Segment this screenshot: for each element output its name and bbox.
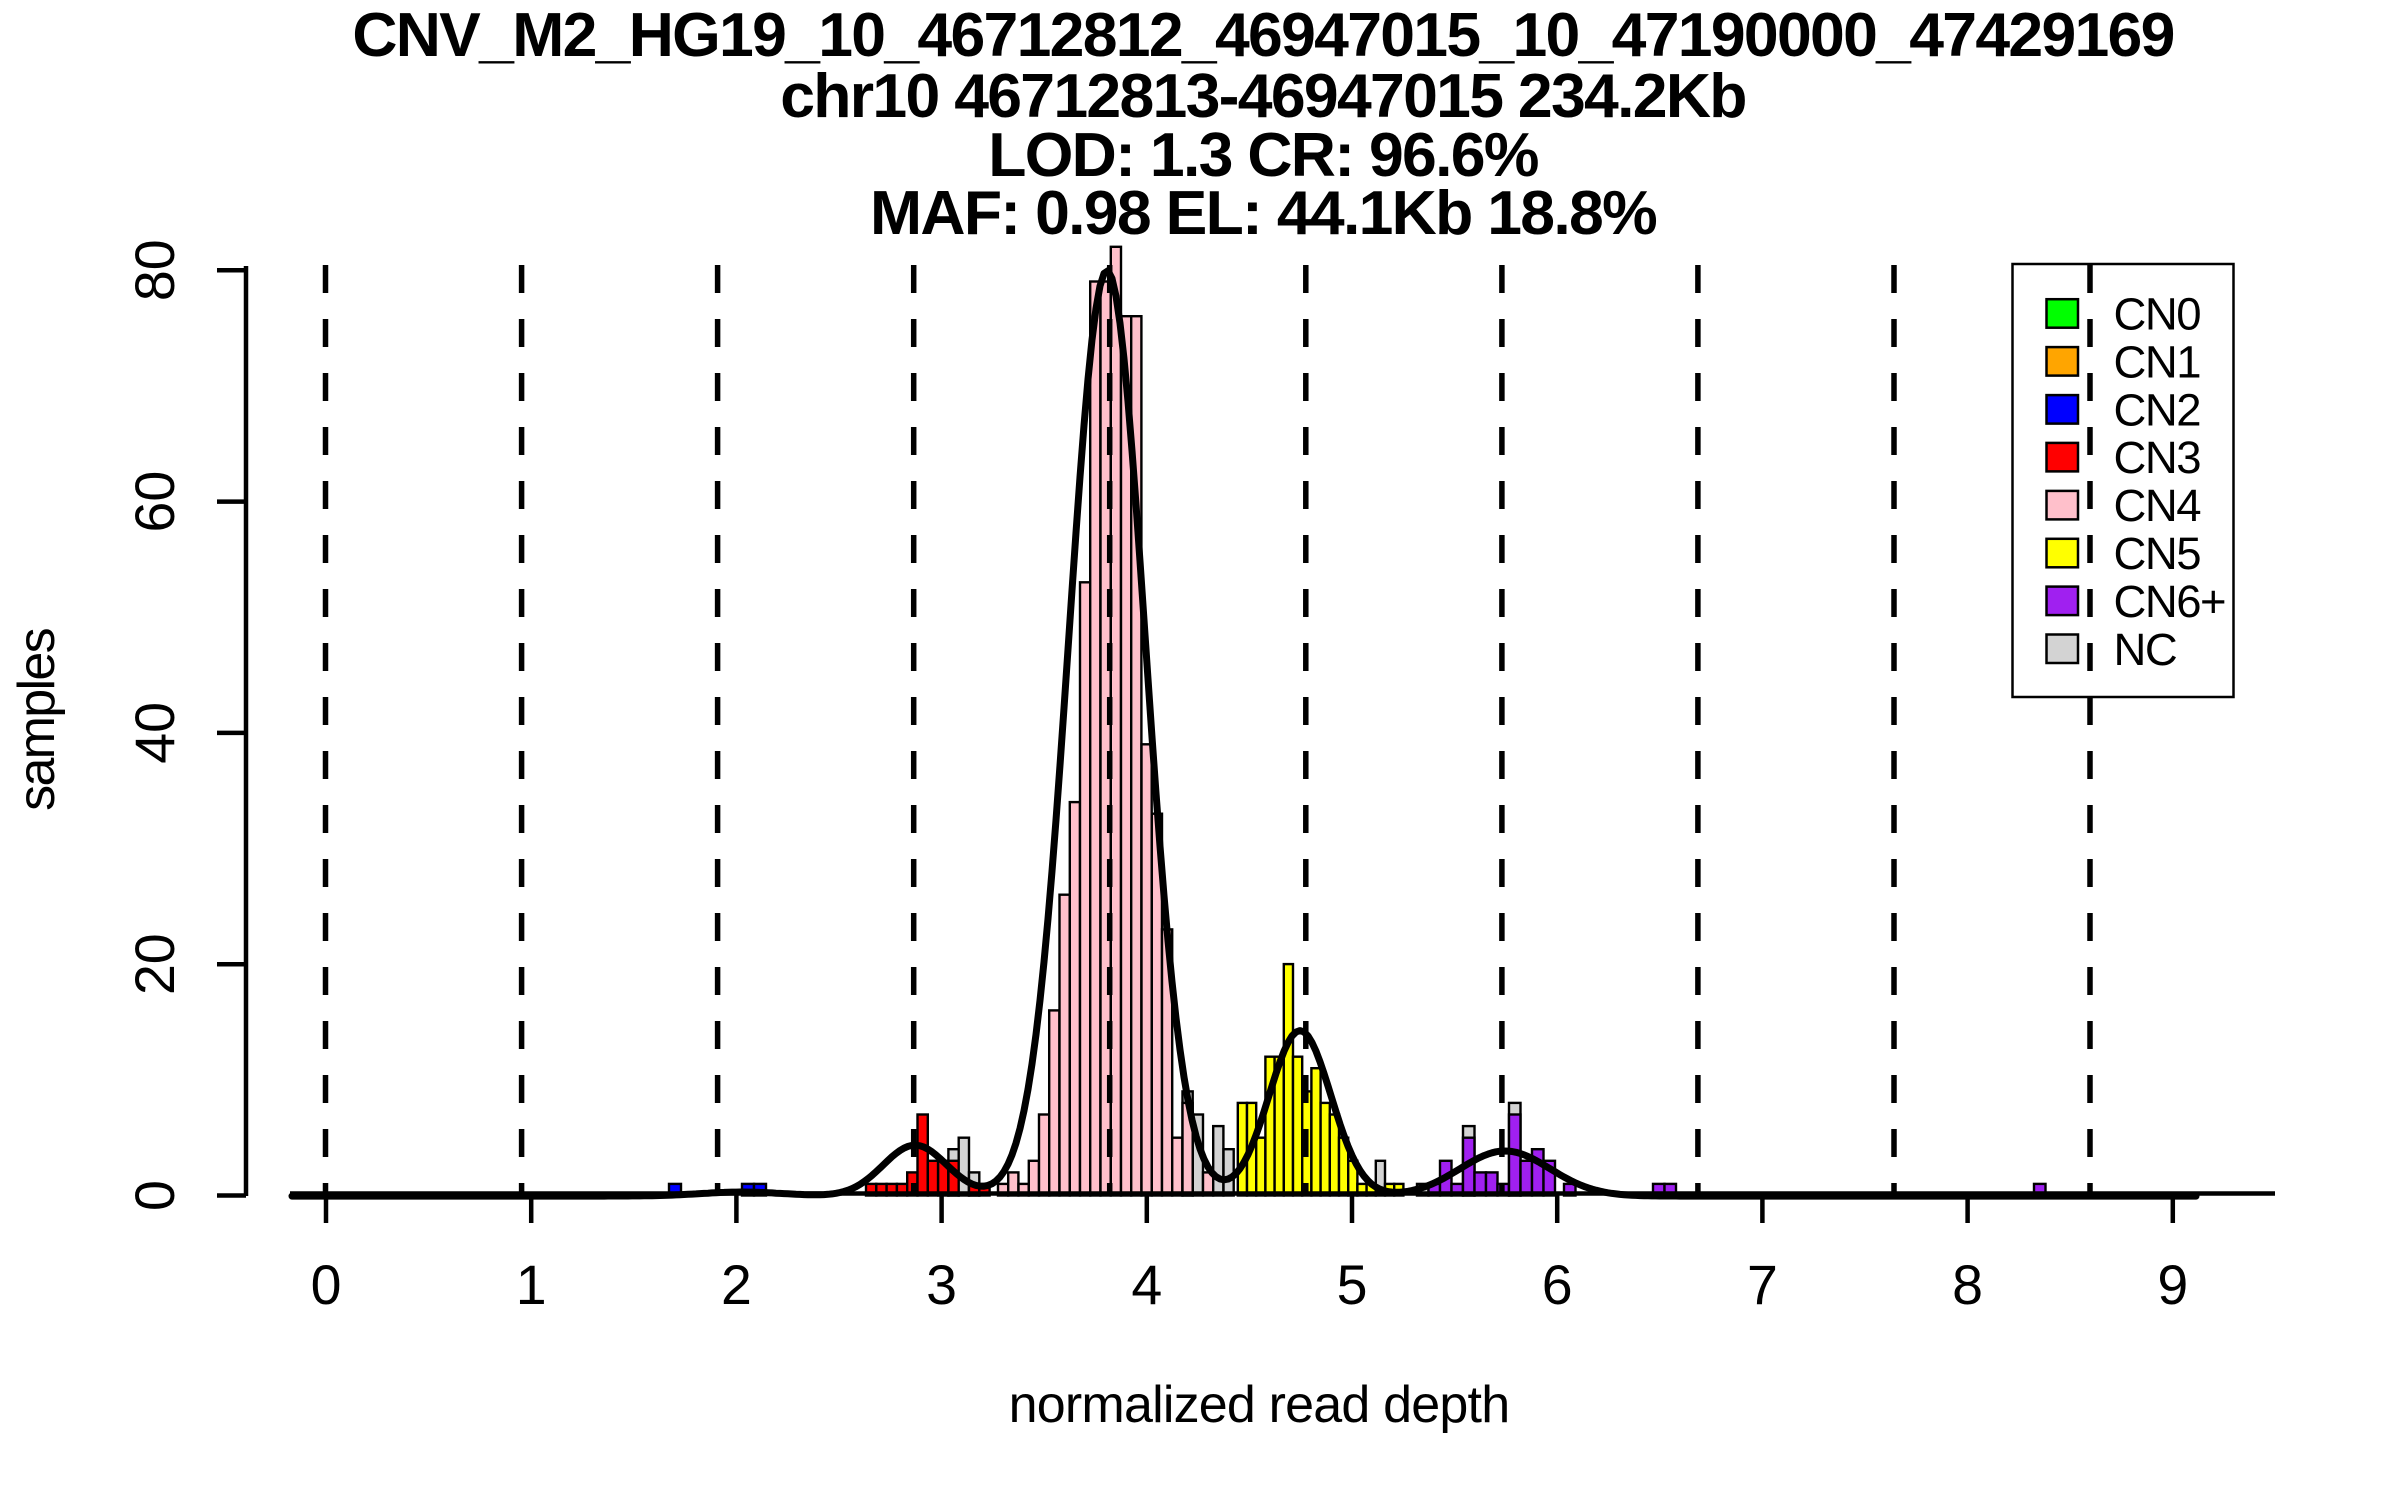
svg-text:8: 8 bbox=[1952, 1254, 1983, 1316]
svg-text:6: 6 bbox=[1542, 1254, 1573, 1316]
svg-text:normalized read depth: normalized read depth bbox=[1009, 1376, 1510, 1434]
svg-text:9: 9 bbox=[2157, 1254, 2188, 1316]
svg-text:CN3: CN3 bbox=[2114, 432, 2201, 483]
svg-text:samples: samples bbox=[8, 628, 66, 810]
svg-text:0: 0 bbox=[311, 1254, 342, 1316]
svg-text:3: 3 bbox=[926, 1254, 957, 1316]
svg-text:CN2: CN2 bbox=[2114, 384, 2201, 435]
svg-text:CN6+: CN6+ bbox=[2114, 576, 2226, 627]
svg-text:LOD: 1.3 CR: 96.6%: LOD: 1.3 CR: 96.6% bbox=[988, 120, 1538, 190]
svg-text:5: 5 bbox=[1337, 1254, 1368, 1316]
svg-text:2: 2 bbox=[721, 1254, 752, 1316]
svg-text:CN0: CN0 bbox=[2114, 289, 2201, 340]
svg-text:4: 4 bbox=[1131, 1254, 1162, 1316]
svg-text:0: 0 bbox=[124, 1180, 186, 1211]
svg-text:20: 20 bbox=[124, 933, 186, 995]
svg-text:MAF: 0.98 EL: 44.1Kb 18.8%: MAF: 0.98 EL: 44.1Kb 18.8% bbox=[870, 178, 1656, 248]
svg-text:chr10 46712813-46947015 234.2K: chr10 46712813-46947015 234.2Kb bbox=[780, 61, 1746, 131]
svg-text:NC: NC bbox=[2114, 624, 2177, 675]
svg-text:60: 60 bbox=[124, 471, 186, 533]
svg-text:40: 40 bbox=[124, 702, 186, 764]
svg-text:80: 80 bbox=[124, 239, 186, 301]
svg-text:1: 1 bbox=[516, 1254, 547, 1316]
svg-text:CN5: CN5 bbox=[2114, 528, 2201, 579]
svg-text:CNV_M2_HG19_10_46712812_469470: CNV_M2_HG19_10_46712812_46947015_10_4719… bbox=[352, 0, 2173, 70]
svg-text:7: 7 bbox=[1747, 1254, 1778, 1316]
svg-text:CN1: CN1 bbox=[2114, 336, 2201, 387]
svg-text:CN4: CN4 bbox=[2114, 480, 2201, 531]
